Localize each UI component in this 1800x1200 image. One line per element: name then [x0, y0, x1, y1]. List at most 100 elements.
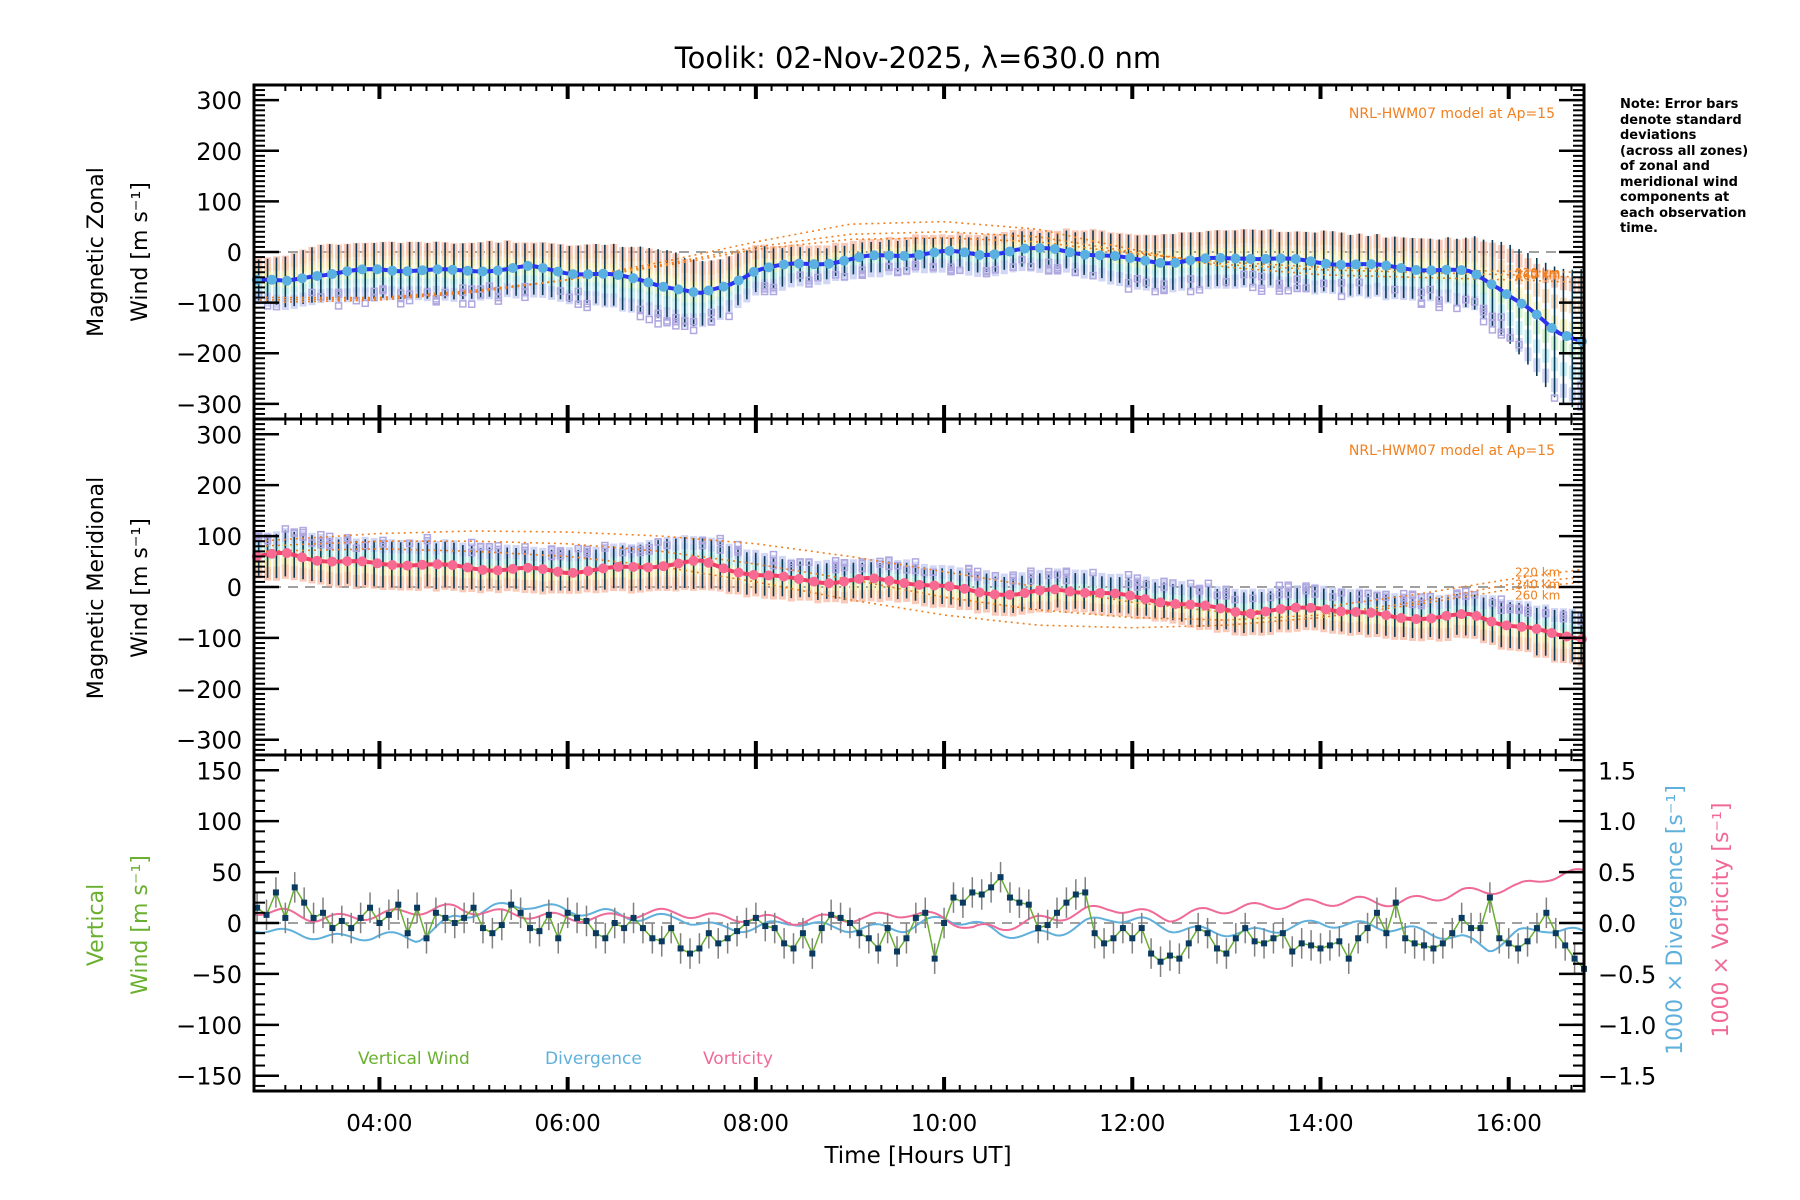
zonal-model-label: NRL-HWM07 model at Ap=15 — [1349, 106, 1555, 122]
y-tick-label: −100 — [176, 625, 242, 653]
mean-point — [568, 269, 579, 280]
mean-point — [1095, 587, 1106, 598]
mean-point — [1064, 586, 1075, 597]
mean-point — [327, 269, 338, 280]
zone-sample — [831, 271, 840, 279]
vertical-wind-point — [1035, 925, 1042, 932]
zone-sample — [805, 558, 813, 566]
mean-point — [537, 262, 548, 273]
mean-point — [1110, 588, 1121, 599]
mean-point — [914, 579, 925, 590]
mean-point — [327, 556, 338, 567]
mean-point — [974, 587, 985, 598]
mean-point — [1004, 246, 1015, 257]
meridional-ylabel-line2: Wind [m s⁻¹] — [128, 518, 153, 658]
zone-sample — [325, 540, 334, 549]
vertical-wind-point — [489, 930, 496, 937]
zone-sample — [636, 546, 645, 554]
zone-sample — [396, 299, 405, 308]
mean-point — [1125, 253, 1136, 264]
zone-sample — [769, 287, 778, 296]
vertical-wind-point — [1317, 945, 1324, 952]
mean-point — [417, 265, 428, 276]
zone-sample — [1488, 326, 1497, 334]
zone-sample — [663, 541, 671, 549]
mean-point — [1486, 616, 1497, 627]
mean-point — [823, 578, 834, 589]
divergence-line — [253, 901, 1584, 953]
y-tick-label: −0.5 — [1598, 961, 1656, 989]
mean-point — [1215, 603, 1226, 614]
zone-sample — [1009, 571, 1017, 579]
mean-point — [1019, 243, 1030, 254]
zone-sample — [1151, 287, 1159, 296]
zone-sample — [1524, 606, 1532, 615]
mean-point — [613, 561, 624, 572]
vertical-wind-point — [1176, 955, 1183, 962]
y-tick-label: 100 — [196, 808, 242, 836]
mean-point — [266, 274, 277, 285]
vertical-wind-point — [1458, 914, 1465, 921]
mean-point — [823, 258, 834, 269]
vertical-wind-point — [527, 925, 534, 932]
zone-sample — [965, 565, 973, 573]
zone-sample — [716, 546, 724, 554]
mean-point — [959, 583, 970, 594]
zone-sample — [583, 545, 591, 554]
y-tick-label: 1.5 — [1598, 757, 1636, 785]
x-tick-label: 08:00 — [723, 1111, 789, 1137]
vertical-wind-point — [1439, 940, 1446, 947]
mean-point — [613, 270, 624, 281]
mean-point — [281, 548, 292, 559]
zone-sample — [1089, 568, 1097, 577]
vertical-wind-point — [1129, 935, 1136, 942]
y-tick-label: 200 — [196, 138, 242, 166]
vertical-wind-point — [677, 945, 684, 952]
zone-sample — [1550, 394, 1559, 402]
zone-sample — [1337, 292, 1346, 301]
zone-sample — [361, 541, 369, 550]
mean-point — [296, 273, 307, 284]
vertical-wind-point — [705, 930, 712, 937]
zone-sample — [911, 566, 920, 574]
mean-point — [808, 576, 819, 587]
vertical-wind-point — [865, 935, 872, 942]
vertical-wind-point — [301, 899, 308, 906]
vertical-wind-point — [809, 950, 816, 957]
vertical-wind-point — [536, 928, 543, 935]
zone-sample — [1479, 307, 1488, 316]
vertical-wind-point — [1054, 909, 1061, 916]
zone-sample — [1266, 593, 1275, 601]
zone-sample — [734, 540, 742, 549]
vertical-wind-point — [931, 955, 938, 962]
mean-point — [1064, 247, 1075, 258]
mean-point — [1215, 252, 1226, 263]
mean-point — [1426, 265, 1437, 276]
mean-point — [492, 565, 503, 576]
zone-sample — [840, 273, 849, 281]
zonal-ylabel-line2: Wind [m s⁻¹] — [128, 182, 153, 322]
vertical-wind-point — [1533, 925, 1540, 932]
zone-sample — [1124, 580, 1133, 588]
mean-point — [387, 265, 398, 276]
zone-sample — [1044, 258, 1053, 267]
zone-sample — [831, 557, 840, 565]
zone-sample — [663, 318, 671, 327]
mean-point — [914, 249, 925, 260]
vertical-wind-point — [583, 917, 590, 924]
mean-point — [1546, 323, 1557, 334]
zone-sample — [1408, 591, 1417, 600]
mean-point — [688, 555, 699, 566]
vertical-wind-point — [442, 914, 449, 921]
y-tick-label: −1.5 — [1598, 1063, 1656, 1091]
mean-point — [1305, 602, 1316, 613]
zone-sample — [556, 547, 565, 555]
mean-point — [1546, 627, 1557, 638]
zone-sample — [343, 534, 352, 542]
figure-title: Toolik: 02-Nov-2025, λ=630.0 nm — [674, 41, 1161, 75]
zone-sample — [299, 528, 307, 537]
vertical-wind-point — [1044, 922, 1051, 929]
mean-point — [989, 589, 1000, 600]
zone-sample — [1293, 275, 1301, 283]
zone-sample — [911, 262, 920, 271]
